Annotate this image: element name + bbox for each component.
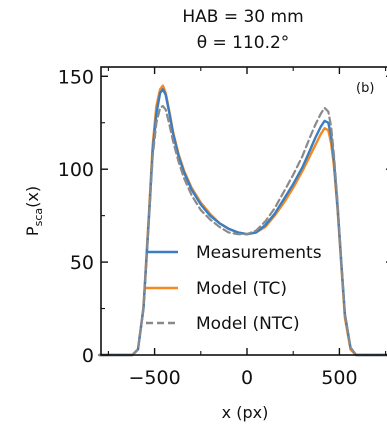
y-axis-label-main: P <box>23 226 42 236</box>
legend: Measurements Model (TC) Model (NTC) <box>146 243 322 334</box>
y-axis-label: Psca(x) <box>23 186 45 236</box>
x-tick-label: −500 <box>129 367 181 389</box>
x-tick-label: 0 <box>241 367 253 389</box>
x-axis-label: x (px) <box>222 403 269 422</box>
y-ticks: 0 50 100 150 <box>58 66 387 367</box>
x-ticks: −500 0 500 <box>107 67 387 389</box>
panel-label: (b) <box>356 81 374 96</box>
legend-label-1: Model (TC) <box>196 279 287 299</box>
y-tick-label: 0 <box>82 345 94 367</box>
chart-title: HAB = 30 mm <box>182 7 303 27</box>
plot-series <box>98 84 387 357</box>
legend-label-2: Model (NTC) <box>196 314 300 334</box>
x-tick-label: 500 <box>321 367 357 389</box>
chart-subtitle: θ = 110.2° <box>197 33 290 53</box>
y-tick-label: 100 <box>58 159 94 181</box>
legend-label-0: Measurements <box>196 243 322 263</box>
y-tick-label: 150 <box>58 66 94 88</box>
y-axis-label-sub: sca <box>32 208 45 227</box>
y-tick-label: 50 <box>70 252 94 274</box>
series-line-2 <box>98 104 387 357</box>
y-axis-label-tail: (x) <box>23 186 42 208</box>
